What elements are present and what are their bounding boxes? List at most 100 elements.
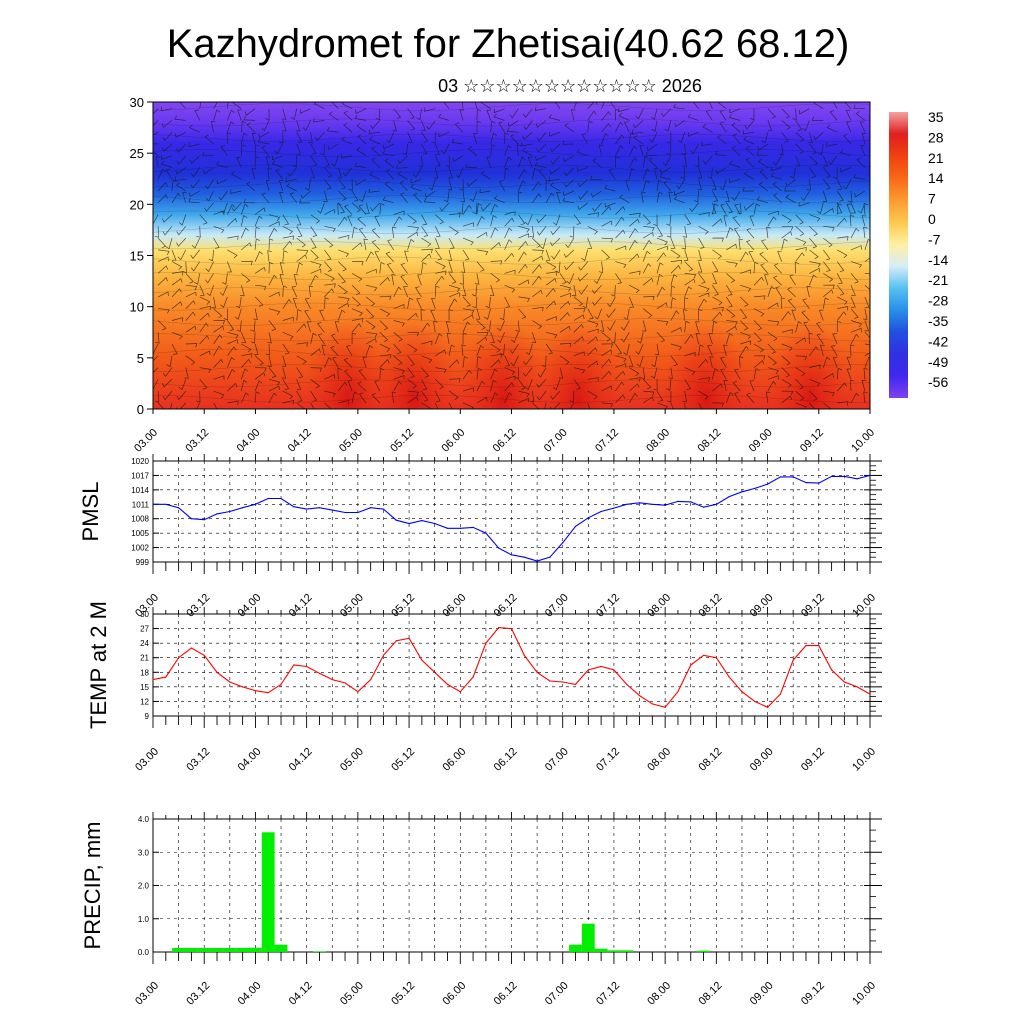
wind-barb xyxy=(719,179,727,191)
wind-barb xyxy=(175,167,187,175)
precip-bar xyxy=(210,948,224,952)
wind-barb xyxy=(577,179,588,188)
wind-barb xyxy=(506,127,519,133)
wind-barb xyxy=(441,143,450,155)
y-tick-label: 21 xyxy=(140,654,149,663)
wind-barb xyxy=(351,226,358,239)
wind-barb xyxy=(517,191,523,203)
wind-barb xyxy=(833,167,838,179)
wind-barb xyxy=(443,102,450,109)
temp-point xyxy=(536,671,538,673)
wind-barb xyxy=(832,333,838,345)
wind-barb xyxy=(684,297,689,309)
wind-barb xyxy=(293,274,299,286)
wind-barb xyxy=(811,116,824,122)
wind-barb xyxy=(670,402,674,409)
wind-barb xyxy=(254,380,263,392)
wind-barb xyxy=(795,246,807,252)
wind-barb xyxy=(830,345,838,356)
wind-barb xyxy=(729,108,741,114)
wind-barb xyxy=(853,173,865,180)
wind-barb xyxy=(509,343,519,354)
wind-barb xyxy=(356,123,367,133)
wind-barb xyxy=(618,107,630,113)
wind-barb xyxy=(282,390,294,400)
wind-barb xyxy=(518,169,527,180)
wind-barb xyxy=(370,202,381,212)
wind-barb xyxy=(562,197,574,204)
wind-barb xyxy=(480,170,491,180)
wind-barb xyxy=(772,181,782,192)
wind-barb xyxy=(576,166,588,172)
wind-barb xyxy=(476,249,489,256)
wind-barb xyxy=(474,102,478,109)
wind-barb xyxy=(314,131,325,142)
wind-barb xyxy=(726,273,736,283)
temp-point xyxy=(587,669,589,671)
wind-barb xyxy=(305,179,311,191)
wind-barb xyxy=(532,264,542,274)
wind-barb xyxy=(374,215,381,227)
y-tick-label: 1017 xyxy=(131,471,149,480)
wind-barb xyxy=(162,131,173,142)
wind-barb xyxy=(731,190,741,201)
wind-barb xyxy=(185,325,197,333)
wind-barb xyxy=(434,390,441,402)
wind-barb xyxy=(850,245,862,251)
temp-point xyxy=(562,681,564,683)
wind-barb xyxy=(268,221,280,227)
wind-barb xyxy=(662,155,672,167)
wind-barb xyxy=(424,190,436,198)
wind-barb xyxy=(563,179,575,188)
wind-barb xyxy=(268,227,278,239)
wind-barb xyxy=(282,299,292,309)
pmsl-point xyxy=(664,504,666,506)
wind-barb xyxy=(849,214,855,227)
wind-barb xyxy=(462,387,474,392)
wind-barb xyxy=(615,355,627,363)
wind-barb xyxy=(324,225,336,233)
wind-barb xyxy=(534,161,547,168)
wind-barb xyxy=(310,367,322,372)
wind-barb xyxy=(732,216,741,227)
wind-barb xyxy=(684,320,690,333)
wind-barb xyxy=(629,218,640,227)
wind-barb xyxy=(822,356,831,368)
wind-barb xyxy=(767,285,775,298)
wind-barb xyxy=(324,261,333,272)
precip-panel: 0.01.02.03.04.003.00 03.12 04.00 04.12 05.00… xyxy=(80,812,882,1008)
wind-barb xyxy=(213,345,222,356)
wind-barb xyxy=(190,249,200,260)
wind-barb xyxy=(518,397,530,404)
wind-barb xyxy=(454,122,464,133)
heatmap-contour xyxy=(153,333,870,342)
wind-barb xyxy=(767,120,773,132)
wind-barb xyxy=(241,260,253,266)
wind-barb xyxy=(393,355,403,366)
wind-barb xyxy=(188,142,200,148)
wind-barb xyxy=(199,367,212,373)
wind-barb xyxy=(795,226,805,237)
wind-barb xyxy=(241,358,251,368)
x-tick-label: 07.12 xyxy=(594,592,622,620)
wind-barb xyxy=(514,367,519,380)
wind-barb xyxy=(171,179,177,192)
wind-barb xyxy=(351,242,363,251)
wind-barb xyxy=(683,249,689,261)
wind-barb xyxy=(621,320,630,331)
wind-barb xyxy=(407,108,415,120)
wind-barb xyxy=(809,364,821,369)
wind-barb xyxy=(615,273,622,284)
y-tick-label: 18 xyxy=(140,668,149,677)
wind-barb xyxy=(620,332,630,343)
wind-barb xyxy=(365,268,377,274)
x-tick-label: 06.12 xyxy=(492,980,520,1008)
wind-barb xyxy=(828,155,838,166)
wind-barb xyxy=(473,133,478,145)
wind-barb xyxy=(157,265,169,274)
x-tick-label: 05.12 xyxy=(388,427,416,455)
wind-barb xyxy=(656,262,664,274)
pmsl-point xyxy=(626,503,628,505)
wind-barb xyxy=(196,391,201,403)
wind-barb xyxy=(767,375,779,380)
